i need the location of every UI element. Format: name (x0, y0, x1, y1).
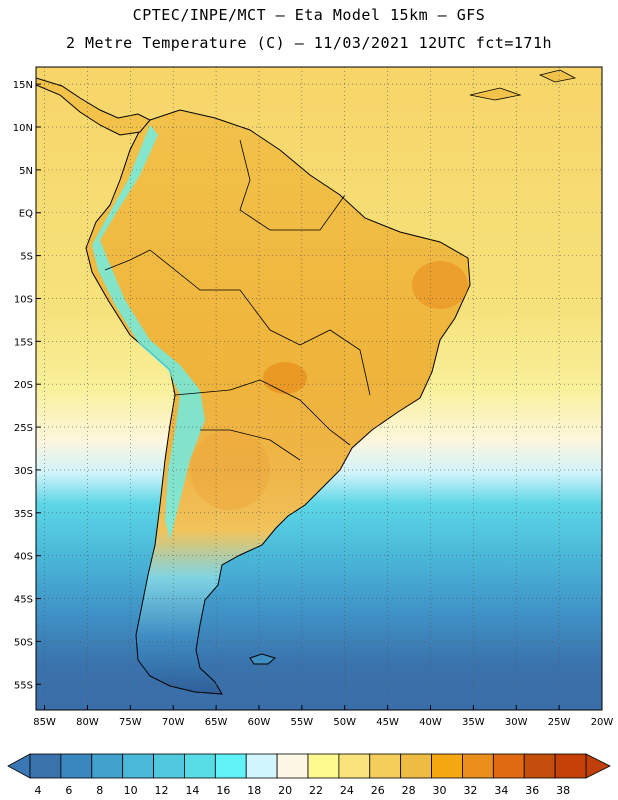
color-bar-label: 32 (463, 784, 477, 797)
color-bar-swatch (214, 753, 247, 779)
lat-tick-label: EQ (19, 209, 33, 220)
lat-tick-label: 20S (14, 380, 33, 391)
color-bar-swatch (184, 753, 216, 779)
color-bar-swatch (554, 753, 587, 779)
hot-spot-pantanal (263, 362, 307, 394)
warm-region-argentina (190, 430, 270, 510)
color-bar-swatch (307, 753, 340, 779)
color-bar-swatch (245, 753, 278, 779)
color-bar-label: 30 (433, 784, 447, 797)
lon-tick-label: 65W (205, 717, 228, 728)
color-bar-high-arrow (585, 753, 611, 779)
color-bar-label: 26 (371, 784, 385, 797)
color-bar-swatch (29, 753, 62, 779)
lat-tick-label: 5S (20, 252, 33, 263)
color-bar-label: 28 (402, 784, 416, 797)
central-america-landmass (36, 77, 151, 136)
color-bar-label: 22 (309, 784, 323, 797)
color-bar: 4 6 8 10 12 14 16 18 20 22 24 26 28 30 32 34 36 38 (7, 753, 611, 797)
map-area (36, 67, 602, 710)
map-title-line-2: 2 Metre Temperature (C) – 11/03/2021 12U… (65, 34, 553, 52)
color-bar-label: 36 (525, 784, 539, 797)
lon-tick-label: 75W (119, 717, 142, 728)
color-bar-label: 12 (155, 784, 169, 797)
map-frame (35, 66, 603, 711)
lon-tick-label: 85W (33, 717, 56, 728)
color-bar-swatch (431, 753, 463, 779)
lon-tick-label: 45W (376, 717, 399, 728)
color-bar-swatch (91, 753, 124, 779)
hot-spot-northeast (412, 261, 468, 309)
color-bar-label: 14 (185, 784, 199, 797)
lon-tick-label: 50W (333, 717, 356, 728)
caribbean-islands-east (538, 69, 577, 83)
lat-tick-label: 40S (14, 552, 33, 563)
lon-tick-label: 30W (505, 717, 528, 728)
color-bar-swatch (462, 753, 494, 779)
color-bar-swatch (400, 753, 432, 779)
lon-tick-label: 25W (548, 717, 571, 728)
lon-tick-label: 80W (76, 717, 99, 728)
latitude-axis: 15N 10N 5N EQ 5S 10S 15S 20S 25S 30S 35S 40S 45S 50S 5… (13, 80, 41, 691)
color-bar-label: 24 (340, 784, 354, 797)
caribbean-islands (469, 87, 522, 101)
color-bar-label: 16 (216, 784, 230, 797)
color-bar-label: 20 (278, 784, 292, 797)
lat-tick-label: 50S (14, 637, 33, 648)
color-bar-label: 4 (35, 784, 42, 797)
lat-tick-label: 25S (14, 423, 33, 434)
lon-tick-label: 20W (591, 717, 614, 728)
lat-tick-label: 30S (14, 466, 33, 477)
color-bar-label: 10 (124, 784, 138, 797)
color-bar-label: 34 (494, 784, 508, 797)
color-bar-label: 38 (556, 784, 570, 797)
lon-tick-label: 60W (248, 717, 271, 728)
lat-tick-label: 55S (14, 680, 33, 691)
lon-tick-label: 35W (462, 717, 485, 728)
color-bar-swatch (523, 753, 556, 779)
country-borders (104, 139, 371, 461)
color-bar-low-arrow (7, 753, 31, 779)
color-bar-swatch (338, 753, 371, 779)
longitude-axis: 85W 80W 75W 70W 65W 60W 55W 50W 45W 40W 35W 30W 25W 2… (33, 705, 613, 728)
lon-tick-label: 70W (162, 717, 185, 728)
falkland-islands (249, 653, 277, 665)
andes-cool-band (92, 125, 205, 540)
lat-tick-label: 10S (14, 294, 33, 305)
lat-tick-label: 15N (13, 80, 33, 91)
lat-tick-label: 10N (13, 123, 33, 134)
color-bar-label: 6 (65, 784, 72, 797)
color-bar-swatch (60, 753, 93, 779)
color-bar-swatch (276, 753, 309, 779)
lon-tick-label: 55W (291, 717, 314, 728)
lat-tick-label: 5N (19, 166, 33, 177)
lat-tick-label: 15S (14, 337, 33, 348)
color-bar-label: 8 (96, 784, 103, 797)
lat-tick-label: 45S (14, 595, 33, 606)
color-bar-swatch (122, 753, 154, 779)
color-bar-swatch (153, 753, 185, 779)
color-bar-swatch (369, 753, 402, 779)
color-bar-label: 18 (247, 784, 261, 797)
color-bar-swatch (492, 753, 525, 779)
lat-tick-label: 35S (14, 509, 33, 520)
lon-tick-label: 40W (419, 717, 442, 728)
map-title-line-1: CPTEC/INPE/MCT – Eta Model 15km – GFS (132, 6, 486, 24)
